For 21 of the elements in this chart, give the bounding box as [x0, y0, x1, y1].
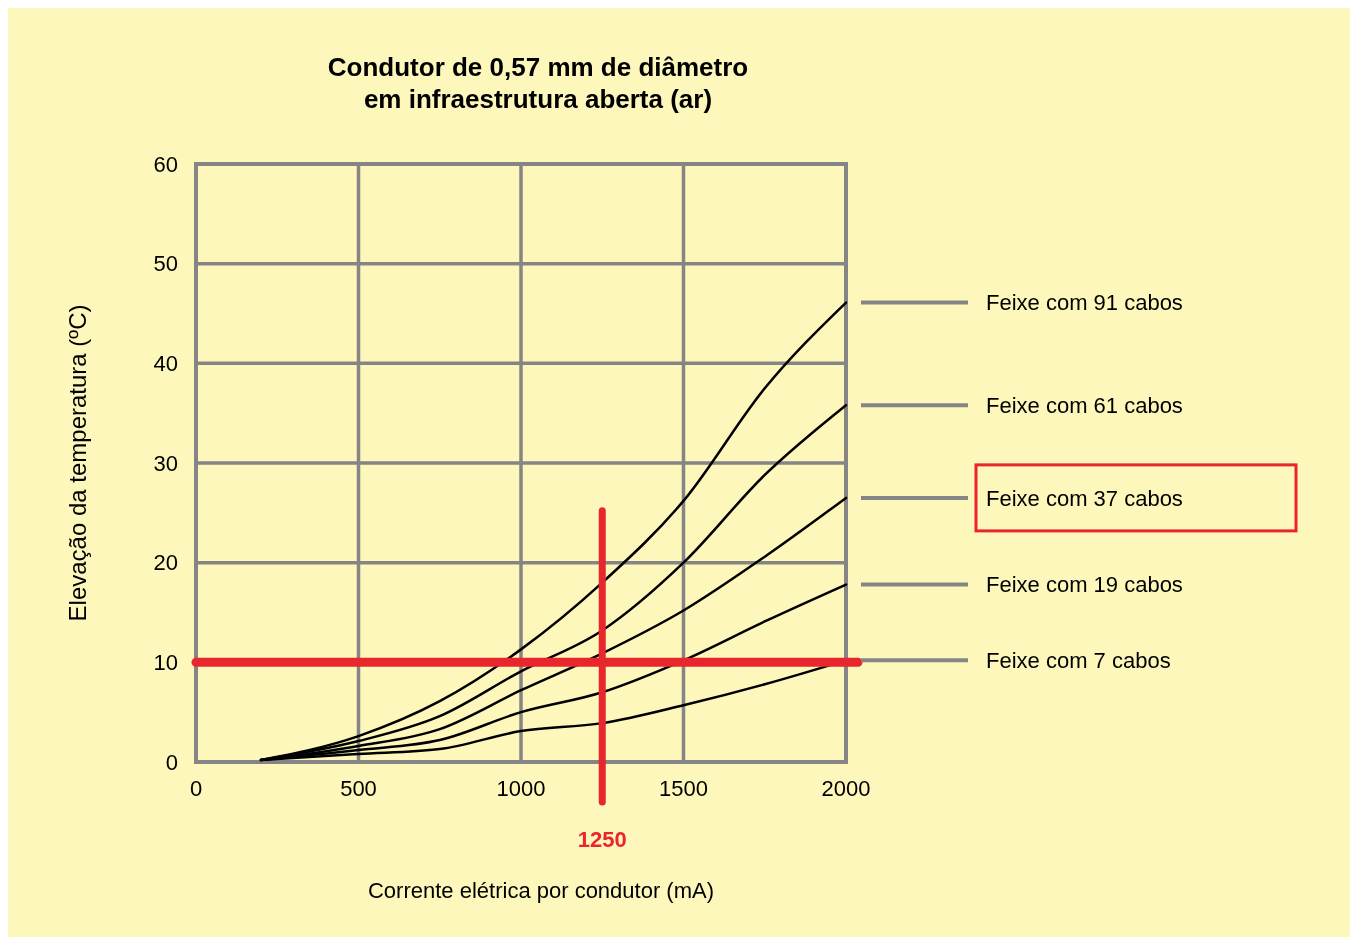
- x-tick-label: 1500: [659, 776, 708, 801]
- x-axis-title: Corrente elétrica por condutor (mA): [367, 878, 715, 903]
- ref-line-label: 1250: [577, 827, 627, 852]
- text: Feixe com 61 cabos: [986, 392, 1183, 418]
- y-tick-label: 10: [153, 650, 178, 676]
- text: Feixe com 19 cabos: [986, 572, 1183, 598]
- y-tick-label: 0: [165, 749, 178, 775]
- x-tick-label: 0: [189, 776, 203, 801]
- y-tick-label: 60: [153, 151, 178, 177]
- y-tick-label: 40: [153, 351, 178, 377]
- chart-title: Condutor de 0,57 mm de diâmetro em infraestrutura aberta (ar): [327, 52, 749, 114]
- text: Feixe com 7 cabos: [986, 648, 1171, 674]
- x-tick-label: 1000: [496, 776, 546, 801]
- y-tick-label: 50: [153, 251, 178, 277]
- text: Feixe com 91 cabos: [986, 290, 1183, 316]
- y-tick-label: 30: [153, 450, 178, 476]
- y-tick-label: 20: [153, 550, 178, 576]
- y-axis-title: Elevação da temperatura (ºC): [64, 304, 91, 622]
- text: Feixe com 37 cabos: [986, 485, 1183, 511]
- x-tick-label: 500: [340, 776, 377, 801]
- x-tick-label: 2000: [821, 776, 871, 801]
